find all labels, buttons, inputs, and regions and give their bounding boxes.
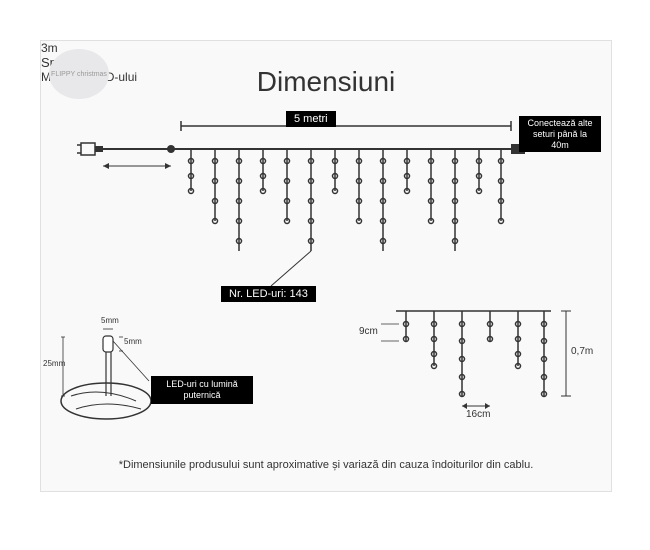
diagram-frame: FLIPPY christmas Dimensiuni — [40, 40, 612, 492]
diagram-svg — [41, 41, 611, 491]
dim-height: 0,7m — [571, 346, 593, 357]
dim-25mm: 25mm — [43, 359, 65, 368]
connect-label: Conectează alte seturi până la 40m — [519, 116, 601, 152]
dim-5mm-w: 5mm — [101, 316, 119, 325]
diagram-container: FLIPPY christmas Dimensiuni — [0, 0, 650, 550]
led-desc-label: LED-uri cu lumină puternică — [151, 376, 253, 404]
dim-16cm: 16cm — [466, 409, 490, 420]
footnote: *Dimensiunile produsului sunt aproximati… — [70, 459, 583, 471]
main-length-label: 5 metri — [286, 111, 336, 127]
strand-group — [189, 149, 504, 251]
led-count-label: Nr. LED-uri: 143 — [221, 286, 316, 302]
spacing-detail — [381, 311, 571, 409]
dim-5mm-h: 5mm — [124, 337, 142, 346]
dim-9cm: 9cm — [359, 326, 378, 337]
